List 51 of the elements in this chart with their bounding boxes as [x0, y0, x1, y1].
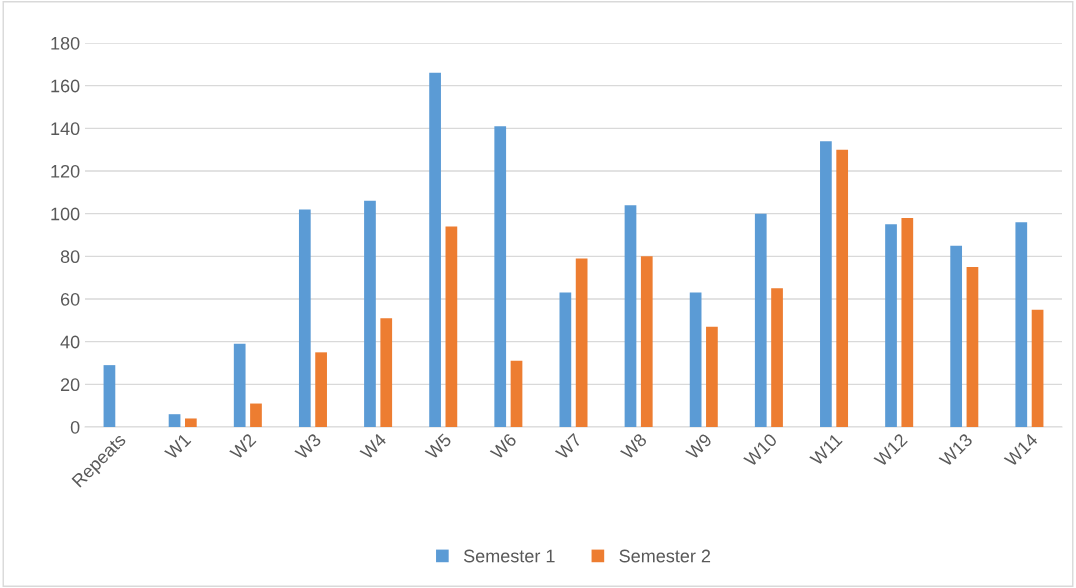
legend-label: Semester 2 — [619, 549, 711, 563]
bar — [510, 360, 523, 427]
bar — [429, 72, 441, 427]
x-tick-label: W7 — [554, 432, 583, 461]
y-tick-label: 60 — [60, 292, 80, 306]
bar — [103, 365, 116, 427]
x-tick-label: W9 — [685, 432, 713, 461]
bar — [380, 318, 393, 427]
bar — [885, 224, 897, 427]
bar — [966, 267, 979, 427]
bar — [624, 205, 637, 427]
y-tick-label: 160 — [51, 79, 80, 93]
bar — [494, 126, 507, 427]
bar — [1031, 309, 1044, 427]
bar — [184, 418, 197, 427]
bar — [559, 292, 572, 427]
bar — [168, 414, 181, 427]
bar — [298, 209, 311, 427]
x-tick-label: W11 — [809, 432, 843, 467]
bar — [689, 292, 702, 427]
bar — [771, 288, 783, 427]
bar — [315, 352, 327, 427]
bar — [364, 200, 376, 427]
y-tick-label: 140 — [51, 122, 80, 136]
y-tick-label: 120 — [51, 164, 80, 178]
bar — [836, 149, 849, 427]
bar — [950, 245, 963, 427]
x-tick-label: W8 — [619, 432, 648, 461]
bar — [250, 403, 262, 427]
bar — [706, 326, 718, 427]
x-tick-label: W4 — [359, 432, 387, 461]
bar — [233, 343, 246, 427]
y-tick-label: 180 — [51, 36, 80, 50]
bar — [1015, 222, 1028, 427]
x-tick-label: W1 — [164, 432, 192, 461]
y-tick-label: 40 — [60, 335, 80, 349]
x-tick-label: W6 — [489, 432, 518, 461]
y-tick-label: 0 — [70, 420, 80, 434]
y-tick-label: 80 — [60, 250, 80, 264]
x-tick-label: W5 — [424, 432, 453, 461]
bar — [640, 256, 653, 427]
x-tick-label: W2 — [229, 432, 257, 461]
legend-label: Semester 1 — [463, 549, 555, 563]
x-tick-label: W3 — [294, 432, 322, 461]
y-tick-label: 20 — [60, 378, 80, 392]
bar — [754, 213, 767, 427]
bar — [445, 226, 458, 427]
bar — [575, 258, 588, 427]
bar — [820, 141, 832, 427]
y-tick-label: 100 — [51, 207, 80, 221]
bar — [901, 217, 914, 427]
